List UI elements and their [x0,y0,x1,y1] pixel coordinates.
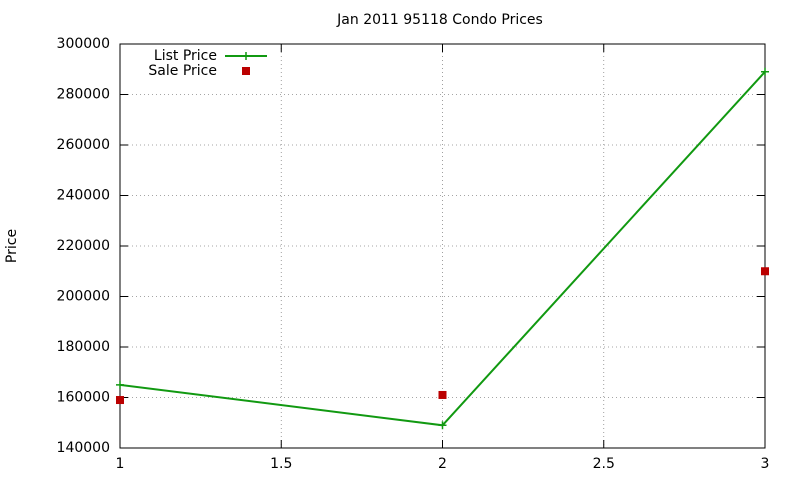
y-tick-label: 300000 [57,36,110,52]
x-tick-label: 2.5 [593,456,615,472]
y-tick-label: 200000 [57,289,110,305]
legend-label: List Price [154,48,217,64]
y-tick-label: 180000 [57,339,110,355]
y-tick-label: 240000 [57,188,110,204]
y-tick-label: 160000 [57,390,110,406]
square-marker [761,267,769,276]
plus-marker [438,421,447,430]
legend-marker [242,67,250,75]
legend-marker [242,52,250,60]
square-marker [438,390,447,399]
y-axis-label: Price [4,229,20,263]
plot-border [119,43,766,449]
x-tick-label: 1 [116,456,125,472]
square-marker [116,396,124,405]
chart-title: Jan 2011 95118 Condo Prices [336,12,543,28]
x-tick-label: 2 [438,456,447,472]
plus-marker [761,67,769,76]
y-tick-label: 220000 [57,238,110,254]
legend-label: Sale Price [148,63,217,79]
plus-marker [116,380,124,389]
x-tick-label: 3 [761,456,770,472]
x-tick-label: 1.5 [270,456,292,472]
y-tick-label: 140000 [57,440,110,456]
y-tick-label: 280000 [57,87,110,103]
y-tick-label: 260000 [57,137,110,153]
